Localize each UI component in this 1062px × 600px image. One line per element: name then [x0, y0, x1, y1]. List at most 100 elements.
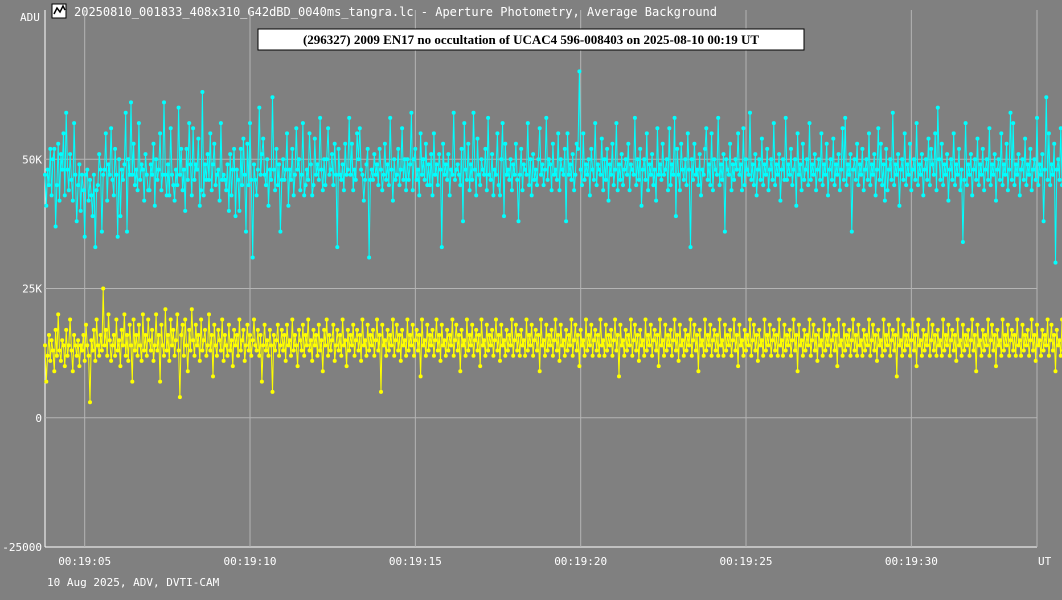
data-point	[1005, 188, 1010, 193]
data-point	[365, 322, 370, 327]
data-point	[371, 327, 375, 332]
data-point	[363, 338, 368, 343]
data-point	[487, 172, 492, 177]
data-point	[355, 327, 360, 332]
data-point	[282, 177, 287, 182]
data-point	[255, 327, 260, 332]
data-point	[828, 353, 833, 358]
data-point	[409, 110, 414, 115]
data-point	[554, 348, 559, 353]
data-point	[741, 353, 746, 358]
data-point	[64, 110, 69, 115]
data-point	[338, 333, 342, 337]
data-point	[905, 343, 910, 348]
data-point	[442, 338, 447, 343]
data-point	[941, 183, 946, 188]
data-point	[1056, 343, 1061, 348]
data-point	[763, 348, 768, 353]
data-point	[166, 162, 170, 167]
data-point	[390, 198, 395, 203]
data-point	[167, 193, 172, 198]
data-point	[464, 317, 469, 322]
data-point	[688, 317, 693, 322]
data-point	[877, 177, 882, 182]
data-point	[775, 172, 780, 177]
data-point	[303, 333, 308, 337]
data-point	[1012, 333, 1017, 337]
data-point	[454, 167, 459, 172]
data-point	[712, 157, 717, 162]
data-point	[281, 348, 286, 353]
data-point	[535, 348, 539, 353]
data-point	[1007, 167, 1012, 172]
data-point	[1035, 322, 1039, 327]
data-point	[1001, 162, 1006, 167]
data-point	[617, 162, 621, 167]
data-point	[273, 188, 278, 193]
data-point	[476, 333, 481, 337]
data-point	[558, 322, 563, 327]
data-point	[277, 162, 282, 167]
data-point	[664, 157, 669, 162]
data-point	[442, 172, 447, 177]
data-point	[832, 348, 837, 353]
data-point	[798, 343, 803, 348]
data-point	[150, 172, 155, 177]
data-point	[394, 322, 399, 327]
data-point	[856, 183, 861, 188]
data-point	[289, 353, 293, 358]
data-point	[103, 131, 108, 136]
data-point	[516, 333, 521, 337]
data-point	[901, 322, 906, 327]
data-point	[900, 157, 905, 162]
data-point	[648, 322, 653, 327]
data-point	[208, 131, 213, 136]
data-point	[86, 353, 91, 358]
data-point	[252, 317, 256, 322]
data-point	[654, 198, 659, 203]
data-point	[278, 229, 283, 234]
footer-info: 10 Aug 2025, ADV, DVTI-CAM	[47, 576, 220, 589]
data-point	[102, 343, 107, 348]
data-point	[746, 172, 751, 177]
data-point	[707, 343, 711, 348]
data-point	[576, 146, 580, 151]
data-point	[1049, 162, 1054, 167]
data-point	[180, 322, 185, 327]
data-point	[890, 327, 895, 332]
data-point	[975, 136, 980, 141]
data-point	[603, 177, 608, 182]
data-point	[622, 353, 627, 358]
data-point	[388, 115, 393, 120]
data-point	[913, 333, 918, 337]
data-point	[675, 333, 680, 337]
data-point	[550, 141, 555, 146]
data-point	[429, 343, 434, 348]
data-point	[217, 198, 222, 203]
data-point	[938, 338, 943, 343]
data-point	[1016, 152, 1021, 157]
data-point	[595, 162, 600, 167]
data-point	[639, 343, 644, 348]
data-point	[298, 188, 303, 193]
data-point	[793, 157, 797, 162]
data-point	[339, 177, 344, 182]
data-point	[368, 333, 373, 337]
data-point	[453, 177, 457, 182]
data-point	[790, 338, 795, 343]
data-point	[253, 343, 258, 348]
data-point	[1004, 343, 1009, 348]
data-point	[656, 364, 661, 369]
data-point	[244, 343, 248, 348]
data-point	[1046, 353, 1051, 358]
data-point	[872, 152, 877, 157]
data-point	[783, 115, 788, 120]
data-point	[488, 177, 493, 182]
data-point	[76, 338, 81, 343]
data-point	[995, 327, 1000, 332]
data-point	[1019, 353, 1024, 358]
data-point	[492, 167, 497, 172]
data-point	[566, 333, 571, 337]
data-point	[1015, 172, 1020, 177]
y-tick-label: 50K	[22, 153, 42, 166]
